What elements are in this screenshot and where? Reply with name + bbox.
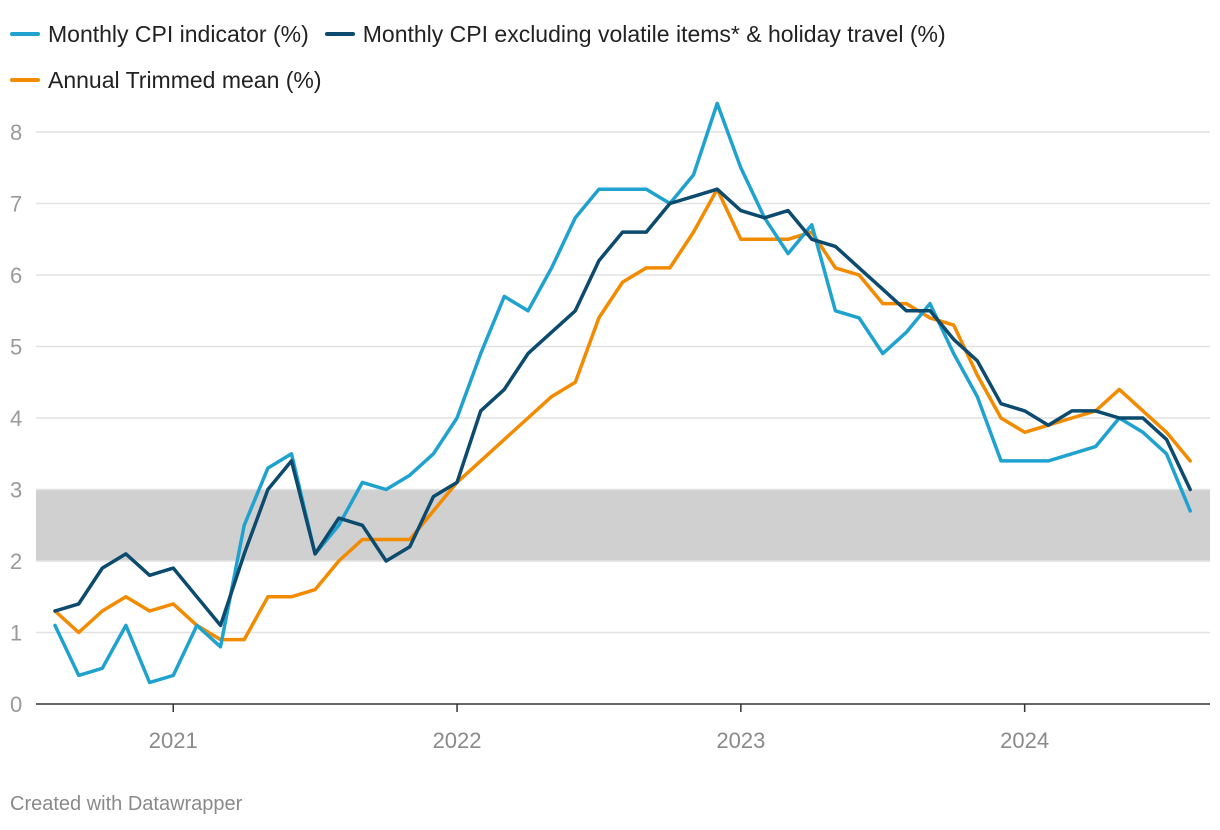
axes: 2021 2022 2023 2024 (36, 703, 1210, 753)
legend-item: Monthly CPI indicator (%) (10, 14, 309, 54)
legend-swatch (324, 32, 355, 36)
legend-label: Monthly CPI excluding volatile items* & … (362, 21, 946, 47)
y-tick-label: 5 (10, 335, 22, 360)
legend-swatch (10, 32, 40, 36)
legend-label: Monthly CPI indicator (%) (48, 21, 309, 47)
legend-item: Annual Trimmed mean (%) (10, 60, 322, 100)
series-line-1 (53, 187, 1192, 628)
gridlines: 0 1 2 3 4 5 6 7 8 (10, 120, 1210, 717)
y-tick-label: 6 (10, 263, 22, 288)
series-line-2 (53, 187, 1192, 642)
target-band-layer (36, 489, 1210, 561)
y-tick-label: 2 (10, 549, 22, 574)
x-tick-label: 2022 (433, 728, 482, 753)
x-tick-label: 2024 (1000, 728, 1049, 753)
x-tick-label: 2023 (716, 728, 765, 753)
y-tick-label: 4 (10, 406, 22, 431)
legend: Monthly CPI indicator (%) Monthly CPI exc… (10, 8, 1210, 100)
y-tick-label: 7 (10, 192, 22, 217)
series-lines (53, 101, 1192, 685)
y-tick-label: 8 (10, 120, 22, 145)
series-line-0 (53, 101, 1192, 685)
y-tick-label: 3 (10, 478, 22, 503)
y-tick-label: 1 (10, 621, 22, 646)
x-tick-label: 2021 (149, 728, 198, 753)
source-credit: Created with Datawrapper (10, 793, 243, 815)
y-tick-label: 0 (10, 692, 22, 717)
legend-label: Annual Trimmed mean (%) (48, 67, 322, 93)
target-band (36, 489, 1210, 561)
legend-swatch (10, 78, 40, 82)
legend-item: Monthly CPI excluding volatile items* & … (324, 14, 946, 54)
